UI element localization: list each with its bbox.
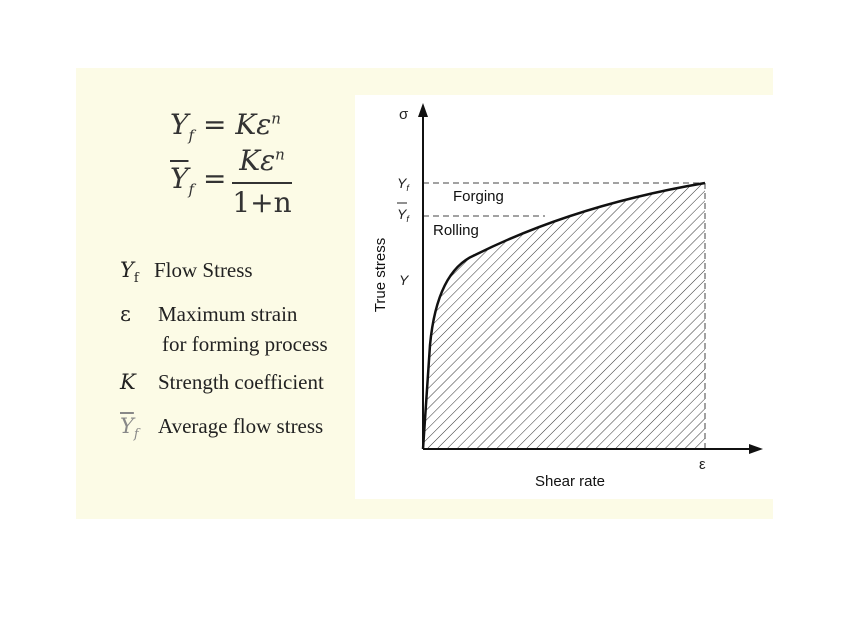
tick-yf-bar-main: Y (397, 206, 408, 222)
stress-strain-graph: σ ε Yf Yf Y Forging Rolling True stress … (355, 95, 773, 499)
legend-item-avg-flow-stress: Yf Average flow stress (120, 414, 323, 442)
sigma-symbol: σ (399, 106, 409, 123)
legend-symbol: K (120, 370, 136, 394)
symbol-sub: f (133, 271, 139, 287)
formula2-lhs-sub: f (188, 180, 195, 199)
formula2-denominator: 1+n (232, 186, 292, 219)
formula-lhs: Y (170, 108, 189, 141)
legend-item-strain: ε Maximum strain (120, 302, 297, 327)
formula-equals: = (202, 108, 227, 141)
legend-item-flow-stress: Yf Flow Stress (120, 258, 253, 286)
legend-item-strength: K Strength coefficient (120, 370, 324, 395)
flow-stress-formula: Yf = Kεn (170, 108, 281, 145)
rolling-label: Rolling (433, 222, 479, 239)
tick-yf-sub: f (406, 183, 410, 193)
formula-rhs-sup: n (271, 109, 281, 128)
tick-y: Y (399, 272, 410, 288)
formula-rhs: Kε (235, 108, 272, 141)
formula2-numerator: Kε (239, 144, 276, 177)
graph-svg: σ ε Yf Yf Y Forging Rolling True stress … (372, 103, 763, 490)
legend-symbol: ε (120, 302, 131, 326)
tick-yf-bar-sub: f (406, 214, 410, 224)
legend-item-strain-line2: for forming process (162, 332, 328, 357)
avg-flow-stress-formula: Yf = Kεn 1+n (170, 144, 310, 220)
formula2-lhs: Y (170, 162, 189, 195)
formula2-equals: = (202, 162, 227, 195)
fraction-bar (232, 182, 292, 184)
symbol-sub: f (133, 427, 139, 443)
tick-yf: Yf (397, 175, 410, 193)
tick-yf-bar: Yf (397, 206, 410, 224)
legend-text: Strength coefficient (158, 370, 324, 394)
formula2-numerator-sup: n (275, 145, 285, 164)
y-axis-title: True stress (372, 238, 389, 312)
forging-label: Forging (453, 188, 504, 205)
symbol-main: Y (120, 258, 134, 282)
legend-text: Flow Stress (154, 258, 253, 282)
formula-lhs-sub: f (188, 126, 195, 145)
tick-yf-main: Y (397, 175, 408, 191)
symbol-main: Y (120, 414, 134, 438)
legend-symbol: Yf (120, 414, 150, 442)
legend-text-2: for forming process (162, 332, 328, 356)
x-axis-arrow (749, 444, 763, 454)
x-axis-title: Shear rate (535, 473, 605, 490)
legend-text: Average flow stress (158, 414, 324, 438)
y-axis-arrow (418, 103, 428, 117)
legend-symbol: Yf (120, 258, 150, 286)
legend-text: Maximum strain (158, 302, 298, 326)
epsilon-symbol: ε (699, 456, 706, 473)
flow-curve (421, 181, 706, 450)
